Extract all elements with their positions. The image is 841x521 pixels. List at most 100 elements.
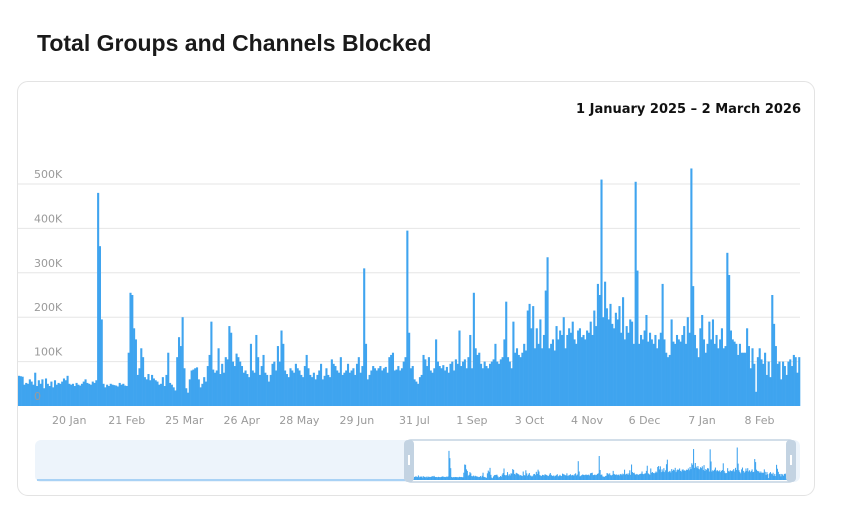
navigator-bar <box>702 469 704 480</box>
bar <box>391 352 395 406</box>
navigator-bar <box>609 473 611 480</box>
navigator-bar <box>465 469 467 480</box>
bar <box>713 343 716 406</box>
navigator-bar <box>484 477 486 480</box>
bar <box>625 326 628 406</box>
bar <box>413 379 416 406</box>
navigator-bar <box>683 470 685 480</box>
navigator-bar <box>674 467 676 480</box>
navigator-bar <box>476 476 478 480</box>
y-tick-label: 0 <box>34 390 41 403</box>
bar <box>397 366 400 406</box>
bar <box>566 334 569 406</box>
bar <box>122 383 125 406</box>
bar <box>44 378 48 406</box>
navigator-bar <box>622 473 624 480</box>
navigator-bar <box>479 476 481 480</box>
navigator-bar <box>714 469 716 480</box>
navigator-bar <box>575 473 577 480</box>
bar <box>726 252 729 406</box>
bar <box>66 375 69 406</box>
navigator-bar <box>490 474 492 480</box>
bar <box>64 380 67 406</box>
navigator-handle-right[interactable] <box>786 440 796 482</box>
navigator-bar <box>590 473 592 480</box>
bar <box>346 363 350 406</box>
navigator-bar <box>604 476 606 480</box>
navigator[interactable] <box>35 439 800 483</box>
bar <box>526 310 529 406</box>
navigator-bar <box>549 473 551 480</box>
navigator-bar <box>423 476 425 480</box>
navigator-bar <box>717 470 719 480</box>
bar <box>307 368 310 406</box>
bar <box>564 348 567 406</box>
bar <box>311 377 314 406</box>
bar <box>395 369 398 406</box>
bar <box>648 332 652 406</box>
bar <box>474 348 477 406</box>
bar <box>59 383 62 406</box>
bar <box>57 382 60 406</box>
navigator-bar <box>662 471 664 480</box>
bar <box>622 297 625 406</box>
bar <box>447 372 450 406</box>
bar <box>548 348 551 406</box>
bar <box>773 323 776 406</box>
navigator-bar <box>772 472 774 480</box>
navigator-bar <box>558 475 560 480</box>
bar <box>758 348 761 406</box>
navigator-bar <box>716 469 718 480</box>
navigator-handle-left[interactable] <box>404 440 414 482</box>
bar <box>747 346 750 406</box>
bar <box>240 366 244 406</box>
navigator-bar <box>631 464 633 480</box>
navigator-bar <box>656 472 658 480</box>
navigator-bar <box>723 470 725 480</box>
bar <box>284 370 287 406</box>
navigator-bar <box>421 476 423 480</box>
navigator-bar <box>582 474 585 480</box>
navigator-bar <box>425 476 427 480</box>
navigator-bar <box>689 466 691 480</box>
navigator-bar <box>519 475 521 480</box>
bar <box>791 366 794 406</box>
bar <box>431 372 434 406</box>
bar <box>422 354 425 406</box>
navigator-bar <box>414 476 416 480</box>
navigator-bar <box>424 477 426 480</box>
navigator-bar <box>697 466 699 480</box>
bar <box>645 314 648 406</box>
bar <box>467 357 470 406</box>
bar <box>91 381 94 406</box>
navigator-bar <box>513 473 516 480</box>
bar <box>46 383 49 406</box>
navigator-bar <box>718 471 720 480</box>
navigator-bar <box>468 474 470 480</box>
navigator-bar <box>764 471 766 480</box>
navigator-bar <box>737 463 739 480</box>
navigator-bar <box>515 472 517 480</box>
bar <box>666 357 670 406</box>
bar <box>693 334 697 406</box>
navigator-bar <box>571 475 573 480</box>
bar <box>345 370 348 406</box>
navigator-bar <box>480 477 482 480</box>
navigator-bar <box>761 472 763 480</box>
bar <box>320 363 323 406</box>
bar <box>318 370 321 406</box>
navigator-bar <box>664 472 666 480</box>
bar <box>179 346 182 406</box>
navigator-bar <box>548 476 550 480</box>
navigator-bar <box>748 470 751 480</box>
bar <box>161 377 164 406</box>
bar <box>744 352 747 406</box>
y-tick-label: 200K <box>34 301 63 314</box>
bar <box>339 357 342 406</box>
bar <box>221 363 224 406</box>
navigator-bar <box>459 477 461 480</box>
bar <box>163 386 166 406</box>
navigator-bar <box>661 469 663 480</box>
navigator-bar <box>419 476 421 480</box>
bar <box>411 366 414 406</box>
